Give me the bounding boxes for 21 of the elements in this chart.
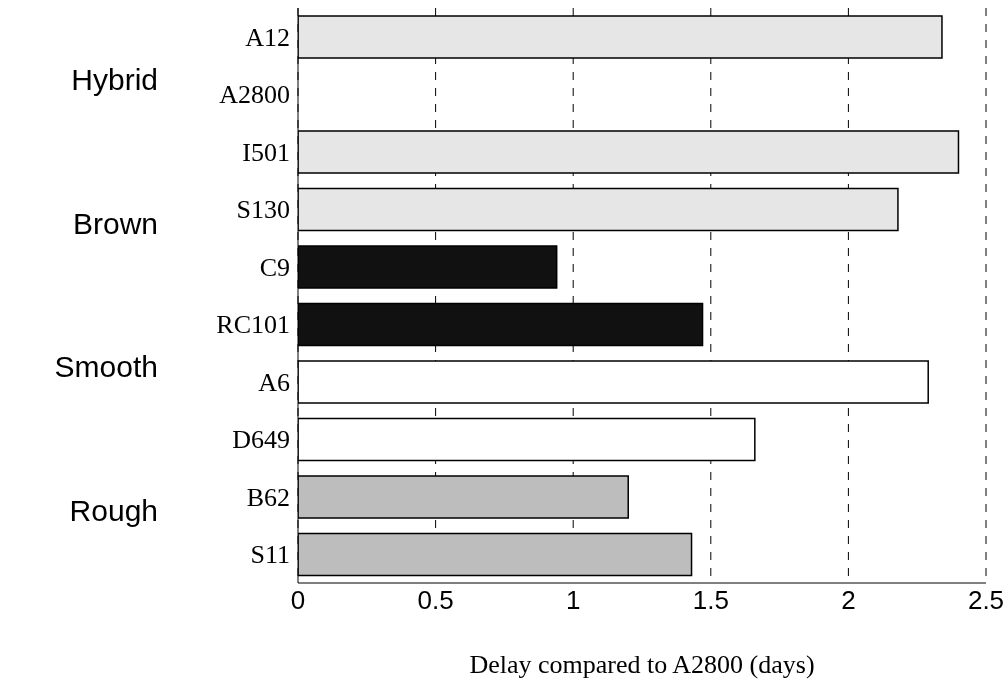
y-tick-label: S11 (250, 540, 290, 570)
x-tick-label: 0 (290, 585, 306, 616)
y-tick-label: A12 (245, 22, 290, 52)
y-tick-label: RC101 (216, 310, 290, 340)
y-tick-label: I501 (242, 137, 290, 167)
text: Rough (69, 494, 158, 529)
x-axis-title: Delay compared to A2800 (days) (469, 650, 815, 679)
x-tick-label: 1 (565, 585, 581, 616)
y-tick-label: A6 (258, 367, 290, 397)
x-tick-label: 1.5 (692, 585, 729, 616)
y-tick-label: C9 (259, 252, 290, 282)
y-tick-label: D649 (232, 425, 290, 455)
y-tick-label: B62 (246, 482, 290, 512)
x-tick-label: 2 (841, 585, 856, 616)
y-tick-label: A2800 (219, 80, 290, 110)
x-tick-label: 0.5 (417, 585, 454, 616)
text: Brown (72, 206, 158, 241)
text: Smooth (54, 350, 158, 385)
y-tick-label: S130 (236, 195, 290, 225)
x-tick-label: 2.5 (967, 585, 1005, 616)
text: Hybrid (71, 62, 158, 97)
